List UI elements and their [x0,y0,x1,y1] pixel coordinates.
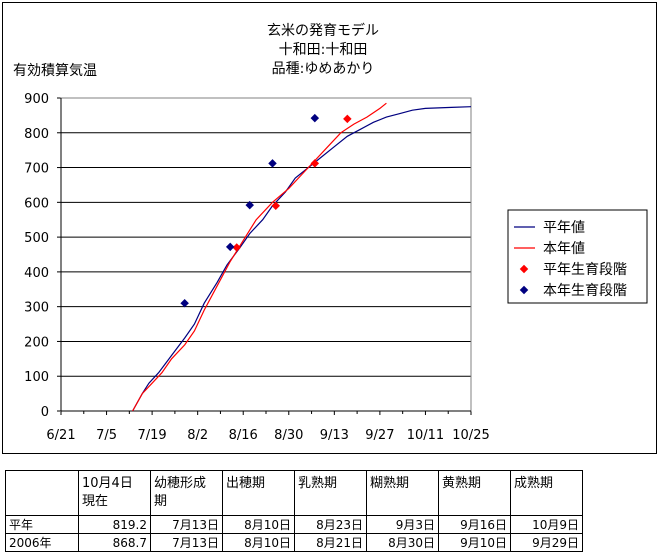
legend-box [507,209,648,304]
table-cell: 7月13日 [150,515,223,534]
series-marker-2-2 [310,159,320,168]
table-row: 2006年 868.7 7月13日 8月10日 8月21日 8月30日 9月10… [5,533,583,552]
series-line-1 [132,102,387,412]
x-tick-label: 7/19 [138,428,167,443]
y-tick-label: 600 [24,196,49,211]
x-tick-label: 8/16 [229,428,258,443]
table-cell: 8月10日 [222,533,295,552]
legend-swatch-heinen-marker [519,264,529,274]
table-cell: 7月13日 [150,533,223,552]
y-tick-label: 700 [24,162,49,177]
header-cell-empty [5,470,79,516]
y-axis-label: 有効積算気温 [13,63,97,79]
y-tick-label: 100 [24,370,49,385]
plot-frame [60,97,472,412]
y-tick-label: 400 [24,266,49,281]
header-cell-maturity: 成熟期 [510,470,583,516]
legend-label-heinen-line: 平年値 [543,220,585,236]
y-tick-label: 300 [24,301,49,316]
header-cell-current: 10月4日 現在 [78,470,151,516]
x-tick-label: 10/25 [452,428,489,443]
series-marker-3-1 [225,242,235,252]
header-cell-dough-ripe: 糊熟期 [366,470,439,516]
series-line-0 [132,106,472,412]
x-tick-label: 7/5 [96,428,117,443]
series-marker-2-1 [271,201,281,211]
table-cell: 8月23日 [294,515,367,534]
x-tick-label: 9/27 [365,428,394,443]
legend: 平年値 本年値 平年生育段階 本年生育段階 [507,209,648,304]
legend-label-heinen-marker: 平年生育段階 [543,262,627,278]
table-cell: 819.2 [78,515,151,534]
table-cell: 10月9日 [510,515,583,534]
series-marker-3-2 [245,200,254,210]
table-cell: 9月29日 [510,533,583,552]
series-marker-2-0 [232,243,241,252]
header-cell-yellow-ripe: 黄熟期 [438,470,511,516]
y-tick-label: 0 [41,405,49,420]
x-tick-label: 6/21 [46,428,75,443]
y-tick-label: 500 [24,231,49,246]
header-cell-milk-ripe: 乳熟期 [294,470,367,516]
chart-title-line-3: 品種:ゆめあかり [272,61,375,77]
chart-title-line-2: 十和田:十和田 [279,42,368,58]
chart-area: 玄米の発育モデル 十和田:十和田 品種:ゆめあかり 有効積算気温 0 100 200… [2,2,657,454]
y-tick-label: 200 [24,335,49,350]
legend-swatch-honnen-marker [519,285,529,295]
series-marker-3-0 [180,298,189,308]
table-row: 平年 819.2 7月13日 8月10日 8月23日 9月3日 9月16日 10… [5,515,583,534]
grid-lines [57,97,472,415]
x-tick-label: 10/11 [407,428,444,443]
series-marker-3-3 [268,159,277,168]
row-label: 2006年 [5,533,79,552]
growth-stage-table: 10月4日 現在 幼穂形成期 出穂期 乳熟期 糊熟期 黄熟期 成熟期 平年 819… [5,470,583,552]
table-cell: 9月3日 [366,515,439,534]
row-label: 平年 [5,515,79,534]
legend-label-honnen-line: 本年値 [543,241,585,257]
chart-canvas: 玄米の発育モデル 十和田:十和田 品種:ゆめあかり 有効積算気温 0 100 200… [13,22,648,443]
table-cell: 9月10日 [438,533,511,552]
chart-title-line-1: 玄米の発育モデル [267,22,379,39]
x-tick-labels: 6/21 7/5 7/19 8/2 8/16 8/30 9/13 9/27 10/11 10/25 [46,428,489,443]
x-tick-label: 8/2 [187,428,208,443]
y-tick-label: 900 [24,92,49,107]
y-tick-labels: 0 100 200 300 400 500 600 700 800 900 [24,92,49,420]
legend-label-honnen-marker: 本年生育段階 [543,283,627,299]
header-cell-heading: 出穂期 [222,470,295,516]
table-cell: 868.7 [78,533,151,552]
schedule-table-wrap: 10月4日 現在 幼穂形成期 出穂期 乳熟期 糊熟期 黄熟期 成熟期 平年 819… [5,470,583,552]
series-marker-2-3 [343,114,352,124]
header-cell-panicle-formation: 幼穂形成期 [150,470,223,516]
table-cell: 9月16日 [438,515,511,534]
table-cell: 8月21日 [294,533,367,552]
table-cell: 8月10日 [222,515,295,534]
x-tick-label: 8/30 [274,428,303,443]
series-layer [132,102,472,412]
series-marker-3-4 [310,113,320,123]
table-header-row: 10月4日 現在 幼穂形成期 出穂期 乳熟期 糊熟期 黄熟期 成熟期 [5,470,583,516]
x-tick-label: 9/13 [320,428,349,443]
table-cell: 8月30日 [366,533,439,552]
y-tick-label: 800 [24,127,49,142]
